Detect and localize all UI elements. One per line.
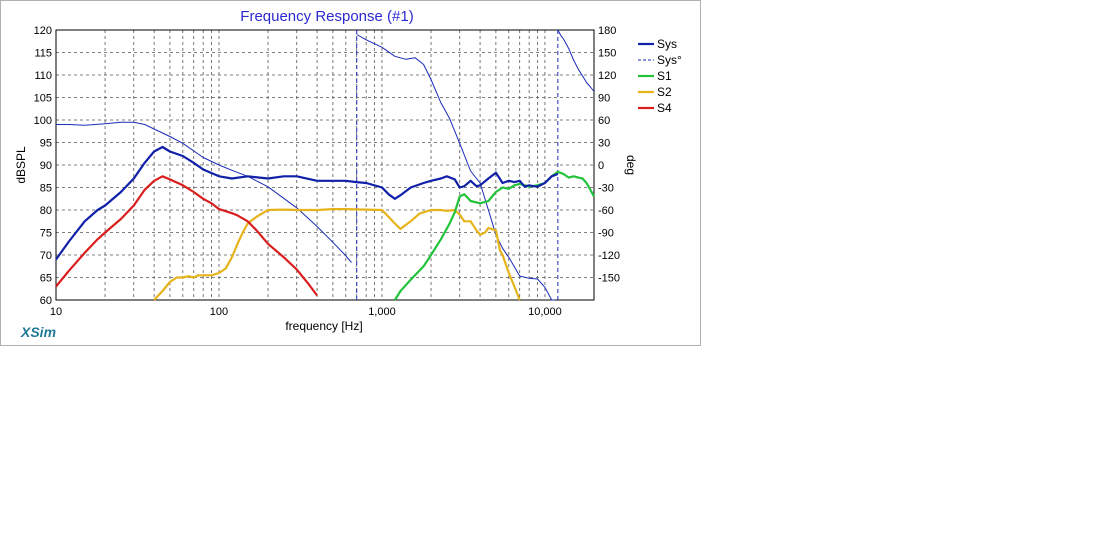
y2-tick-label: -150 bbox=[598, 273, 620, 285]
legend-item-sys-phase: Sys° bbox=[638, 53, 682, 67]
y-tick-label: 110 bbox=[34, 70, 52, 82]
y-tick-label: 100 bbox=[34, 115, 52, 127]
chart-frame bbox=[0, 0, 701, 346]
series-line-sys-phase bbox=[356, 34, 555, 301]
y-tick-label: 60 bbox=[40, 295, 52, 307]
y2-tick-label: 30 bbox=[598, 138, 610, 150]
y2-tick-label: -90 bbox=[598, 228, 614, 240]
y-tick-label: 115 bbox=[34, 48, 52, 60]
legend-item-s4: S4 bbox=[638, 101, 672, 115]
y-tick-label: 80 bbox=[40, 205, 52, 217]
legend-item-s1: S1 bbox=[638, 69, 672, 83]
series-line-s4 bbox=[55, 175, 318, 297]
y2-axis-title: deg bbox=[624, 155, 638, 175]
y2-tick-label: -120 bbox=[598, 250, 620, 262]
x-tick-label: 10 bbox=[50, 306, 62, 318]
series-line-sys bbox=[55, 145, 559, 261]
series-line-s2 bbox=[153, 208, 521, 301]
legend-label: Sys bbox=[657, 37, 677, 51]
series-line-s1 bbox=[393, 170, 595, 301]
series-layer bbox=[55, 29, 595, 301]
plot-area-border bbox=[55, 29, 595, 301]
legend-label: Sys° bbox=[657, 53, 682, 67]
x-tick-label: 10,000 bbox=[528, 306, 562, 318]
y-tick-label: 95 bbox=[40, 138, 52, 150]
legend-item-s2: S2 bbox=[638, 85, 672, 99]
y2-tick-label: 120 bbox=[598, 70, 616, 82]
chart-title: Frequency Response (#1) bbox=[240, 8, 413, 25]
y-tick-label: 120 bbox=[34, 25, 52, 37]
y2-tick-label: 150 bbox=[598, 48, 616, 60]
y-tick-label: 85 bbox=[40, 183, 52, 195]
y-tick-label: 65 bbox=[40, 273, 52, 285]
y2-tick-label: -30 bbox=[598, 183, 614, 195]
y2-tick-label: -60 bbox=[598, 205, 614, 217]
legend-label: S4 bbox=[657, 101, 672, 115]
grid bbox=[56, 30, 594, 300]
tick-labels: 6065707580859095100105110115120-150-120-… bbox=[34, 25, 620, 318]
y-tick-label: 105 bbox=[34, 93, 52, 105]
y2-tick-label: 90 bbox=[598, 93, 610, 105]
y-tick-label: 90 bbox=[40, 160, 52, 172]
legend-label: S2 bbox=[657, 85, 672, 99]
x-axis-title: frequency [Hz] bbox=[285, 319, 362, 333]
legend: Sys Sys° S1 S2 S4 bbox=[638, 37, 682, 115]
series-line-sys-phase bbox=[557, 29, 595, 92]
y2-tick-label: 60 bbox=[598, 115, 610, 127]
series-line-sys-phase bbox=[56, 121, 352, 263]
y-tick-label: 70 bbox=[40, 250, 52, 262]
y2-tick-label: 0 bbox=[598, 160, 604, 172]
x-tick-label: 100 bbox=[210, 306, 228, 318]
y-tick-label: 75 bbox=[40, 228, 52, 240]
x-tick-label: 1,000 bbox=[368, 306, 396, 318]
y-axis-title: dBSPL bbox=[14, 146, 28, 184]
legend-item-sys: Sys bbox=[638, 37, 677, 51]
legend-label: S1 bbox=[657, 69, 672, 83]
xsim-brand-label: XSim bbox=[20, 324, 56, 340]
y2-tick-label: 180 bbox=[598, 25, 616, 37]
